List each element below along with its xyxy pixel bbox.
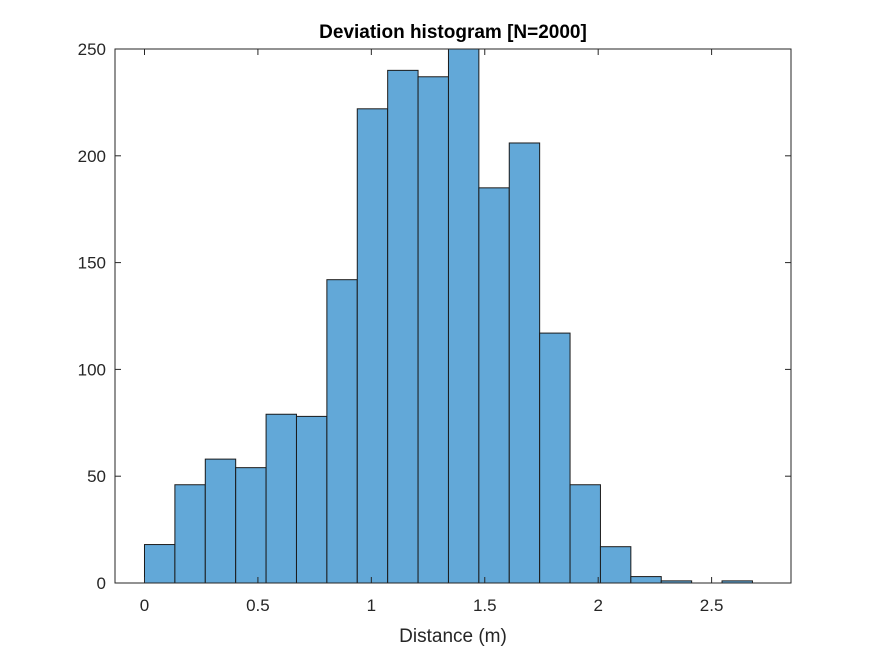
histogram-bar [235, 467, 267, 584]
histogram-bar [630, 576, 662, 584]
x-tick-label: 1 [367, 596, 376, 615]
bars-group [143, 48, 753, 584]
histogram-bar [478, 187, 510, 584]
axes-box [114, 48, 792, 584]
histogram-bar [508, 142, 541, 584]
histogram-bar [295, 415, 328, 584]
y-tick-label: 0 [97, 574, 106, 593]
histogram-bar [143, 544, 176, 584]
y-tick-label: 100 [78, 360, 106, 379]
histogram-bar [356, 108, 389, 584]
chart-title: Deviation histogram [N=2000] [319, 22, 587, 43]
y-tick-label: 150 [78, 254, 106, 273]
y-tick-label: 200 [78, 147, 106, 166]
histogram-bar [447, 48, 480, 584]
histogram-bar [326, 279, 358, 584]
histogram-bar [569, 484, 601, 584]
histogram-bar [599, 546, 632, 584]
y-tick-label: 50 [87, 467, 106, 486]
x-tick-label: 2.5 [700, 596, 724, 615]
histogram-bar [174, 484, 206, 584]
x-axis-label: Distance (m) [399, 626, 507, 647]
histogram-bar [265, 413, 297, 584]
histogram-bar [539, 332, 571, 584]
histogram-bar [204, 458, 237, 584]
x-tick-label: 1.5 [473, 596, 497, 615]
x-axis-ticks: 0 0.5 1 1.5 2 2.5 [140, 49, 724, 615]
x-tick-label: 2 [593, 596, 602, 615]
histogram-bar [417, 76, 449, 584]
y-tick-label: 250 [78, 40, 106, 59]
histogram-bar [387, 69, 419, 584]
y-axis-ticks: 0 50 100 150 200 250 [78, 40, 791, 593]
x-tick-label: 0.5 [246, 596, 270, 615]
x-tick-label: 0 [140, 596, 149, 615]
